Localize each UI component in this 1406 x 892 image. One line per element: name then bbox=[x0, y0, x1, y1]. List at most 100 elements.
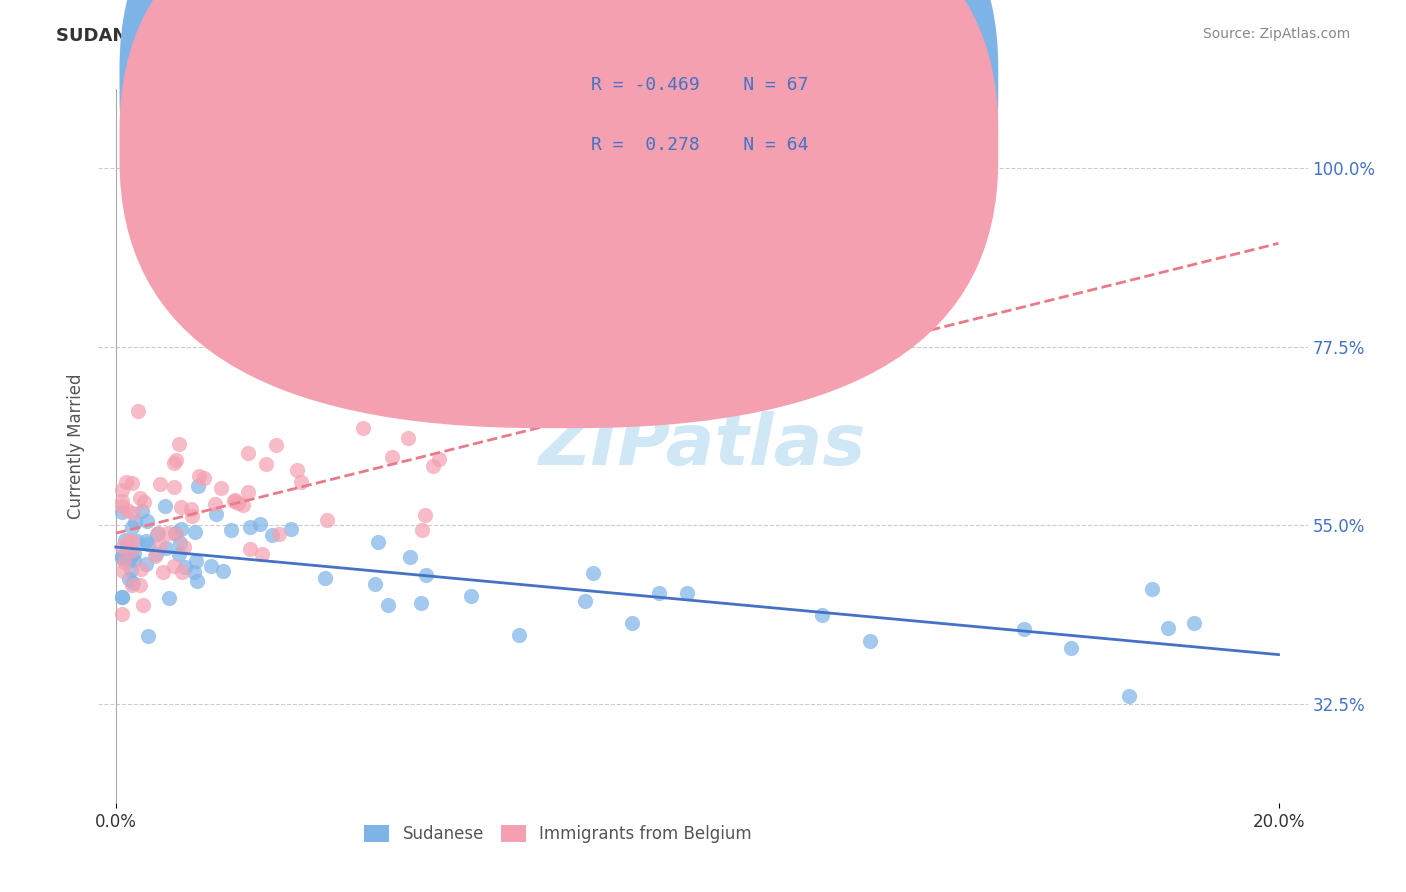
Point bbox=[134, 495, 156, 509]
Point bbox=[1014, 622, 1036, 636]
Text: SUDANESE VS IMMIGRANTS FROM BELGIUM CURRENTLY MARRIED CORRELATION CHART: SUDANESE VS IMMIGRANTS FROM BELGIUM CURR… bbox=[56, 27, 943, 45]
Point bbox=[167, 547, 190, 561]
Point bbox=[411, 523, 433, 537]
Point bbox=[111, 607, 134, 621]
Point bbox=[117, 533, 139, 548]
Point bbox=[169, 536, 191, 550]
Point bbox=[204, 497, 226, 511]
Point bbox=[122, 546, 145, 560]
Point bbox=[280, 522, 302, 536]
Text: Source: ZipAtlas.com: Source: ZipAtlas.com bbox=[1202, 27, 1350, 41]
Point bbox=[170, 500, 193, 514]
Point bbox=[413, 508, 436, 522]
Point bbox=[398, 550, 420, 565]
Point bbox=[508, 628, 530, 642]
Point bbox=[121, 520, 143, 534]
Point bbox=[143, 549, 166, 563]
Point bbox=[118, 572, 141, 586]
Point bbox=[152, 565, 174, 579]
Point bbox=[173, 560, 195, 574]
Point bbox=[131, 598, 153, 612]
Point bbox=[122, 576, 145, 591]
Point bbox=[129, 491, 152, 505]
Point bbox=[180, 502, 202, 516]
Point bbox=[146, 525, 169, 540]
Point bbox=[131, 504, 153, 518]
Point bbox=[115, 475, 138, 490]
Point bbox=[422, 459, 444, 474]
Point bbox=[184, 524, 207, 539]
Point bbox=[212, 564, 235, 578]
Point bbox=[167, 437, 190, 451]
Point bbox=[111, 591, 134, 605]
Point bbox=[170, 522, 193, 536]
Point bbox=[120, 549, 142, 564]
Point bbox=[648, 586, 671, 600]
Point bbox=[377, 599, 399, 613]
Point bbox=[315, 513, 337, 527]
Point bbox=[367, 535, 389, 549]
Point bbox=[120, 563, 142, 577]
Point bbox=[121, 534, 143, 549]
Point bbox=[129, 562, 152, 576]
Point bbox=[314, 571, 336, 585]
Point bbox=[236, 484, 259, 499]
Point bbox=[111, 550, 134, 565]
Point bbox=[859, 633, 882, 648]
Point bbox=[111, 540, 134, 554]
Point bbox=[163, 457, 186, 471]
Point bbox=[396, 431, 419, 445]
Point bbox=[122, 506, 145, 520]
Point bbox=[125, 534, 148, 549]
Point bbox=[114, 533, 136, 547]
Point bbox=[146, 527, 169, 541]
Point bbox=[165, 527, 187, 541]
Point bbox=[149, 538, 172, 552]
Point bbox=[111, 590, 134, 604]
Point bbox=[810, 608, 832, 623]
Point bbox=[138, 629, 160, 643]
Point bbox=[111, 564, 134, 578]
Point bbox=[163, 480, 186, 494]
Point bbox=[170, 566, 193, 580]
Point bbox=[122, 552, 145, 566]
Point bbox=[381, 450, 404, 464]
Point bbox=[1156, 621, 1178, 635]
Point bbox=[135, 557, 157, 571]
Point bbox=[219, 523, 242, 537]
Point bbox=[111, 483, 134, 497]
Legend: Sudanese, Immigrants from Belgium: Sudanese, Immigrants from Belgium bbox=[356, 817, 759, 852]
Point bbox=[120, 543, 142, 558]
Point bbox=[460, 590, 482, 604]
Point bbox=[129, 578, 152, 592]
Point bbox=[136, 514, 159, 528]
Text: R =  0.278    N = 64: R = 0.278 N = 64 bbox=[591, 136, 808, 153]
Point bbox=[266, 437, 288, 451]
Point bbox=[267, 527, 290, 541]
Point bbox=[1118, 689, 1140, 703]
Point bbox=[290, 475, 312, 489]
Point bbox=[163, 558, 186, 573]
Point bbox=[145, 547, 167, 561]
Point bbox=[193, 470, 215, 484]
Point bbox=[111, 549, 134, 564]
Point bbox=[224, 493, 246, 508]
Point bbox=[1142, 582, 1164, 597]
Point bbox=[127, 404, 149, 418]
Point bbox=[165, 453, 187, 467]
Point bbox=[187, 478, 209, 492]
Point bbox=[621, 615, 644, 630]
Point bbox=[135, 533, 157, 548]
Text: R = -0.469    N = 67: R = -0.469 N = 67 bbox=[591, 76, 808, 94]
Point bbox=[111, 499, 134, 513]
Point bbox=[352, 421, 374, 435]
Point bbox=[184, 554, 207, 568]
Point bbox=[115, 553, 138, 567]
Point bbox=[156, 526, 179, 541]
Y-axis label: Currently Married: Currently Married bbox=[66, 373, 84, 519]
Point bbox=[114, 556, 136, 570]
Point bbox=[427, 451, 450, 466]
Point bbox=[188, 469, 211, 483]
Point bbox=[222, 494, 245, 508]
Point bbox=[250, 547, 273, 561]
